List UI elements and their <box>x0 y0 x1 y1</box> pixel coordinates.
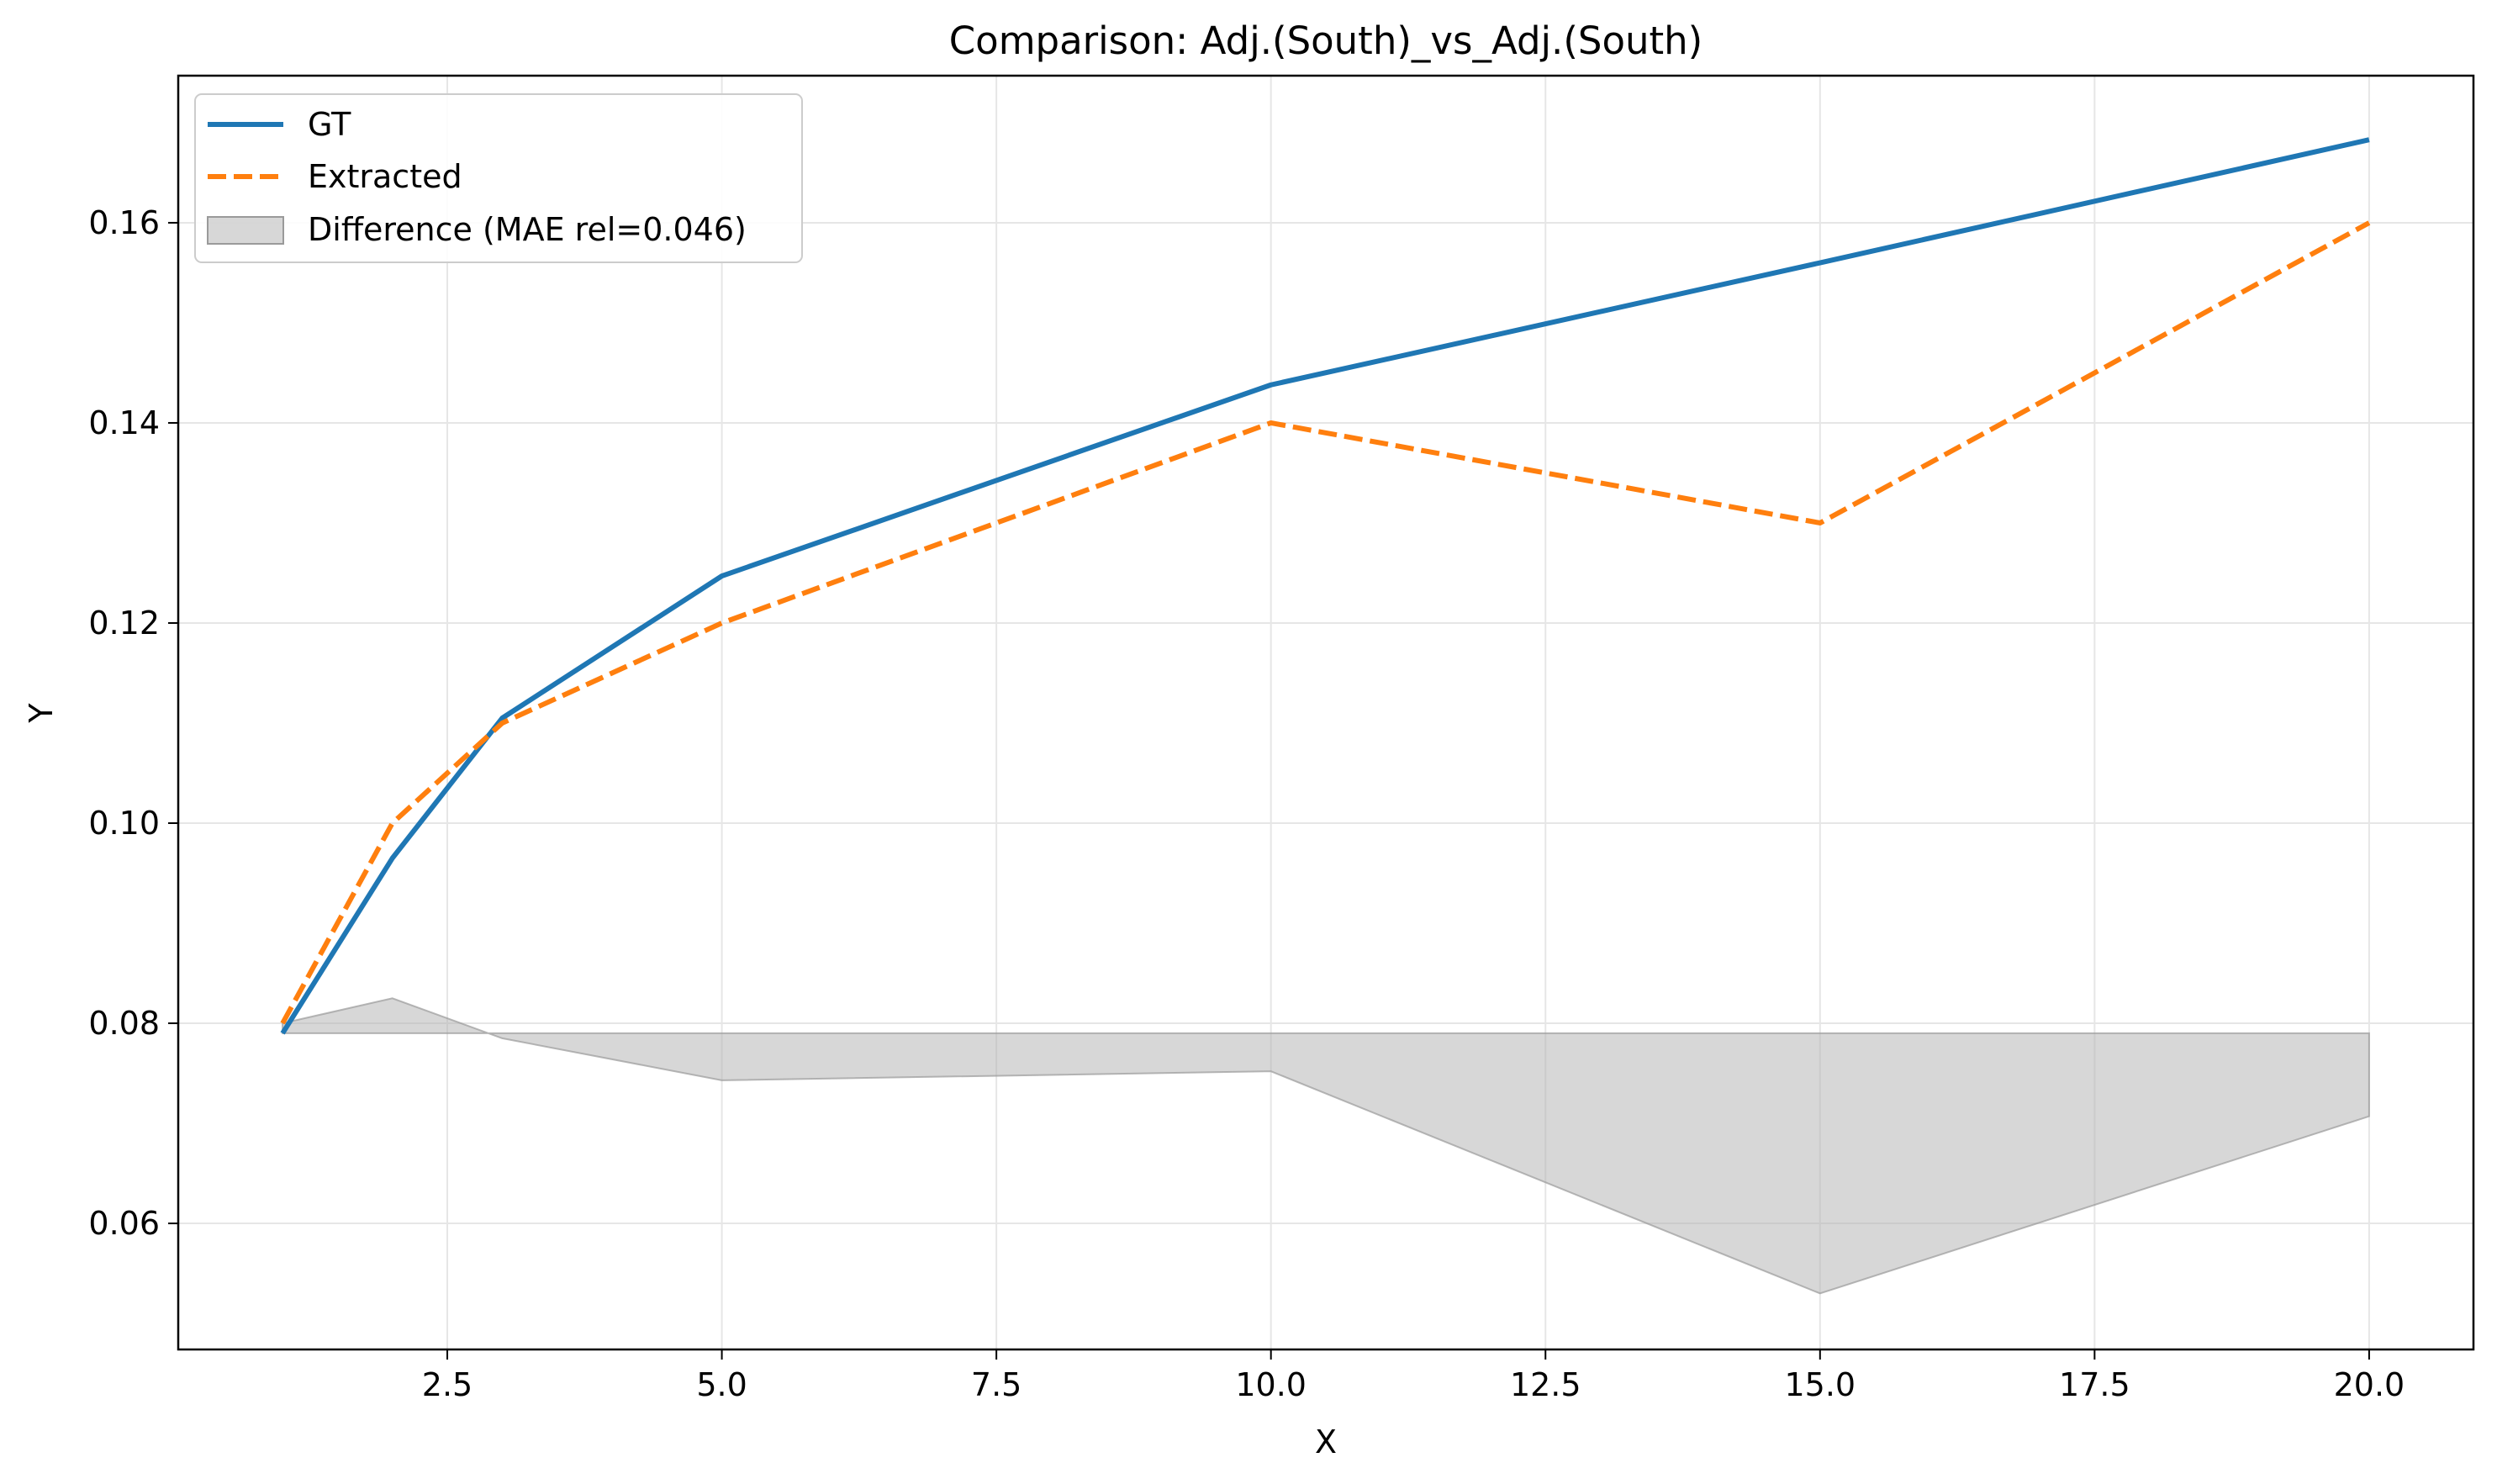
y-tick-label: 0.14 <box>88 404 160 441</box>
grid <box>178 76 2473 1349</box>
y-tick-label: 0.12 <box>88 605 160 642</box>
legend-difference-swatch <box>207 216 284 245</box>
plot-frame <box>177 74 2475 1351</box>
series-line-extracted <box>280 220 2371 1025</box>
x-tick-label: 17.5 <box>2059 1366 2130 1403</box>
y-tick-label: 0.10 <box>88 805 160 842</box>
series-line-gt <box>280 137 2370 1035</box>
y-axis-label: Y <box>23 703 60 724</box>
legend-gt-label: GT <box>308 106 351 143</box>
x-tick-label: 2.5 <box>422 1366 472 1403</box>
legend-difference-label: Difference (MAE rel=0.046) <box>308 211 747 248</box>
y-tick-label: 0.16 <box>88 204 160 241</box>
x-tick-label: 10.0 <box>1235 1366 1307 1403</box>
x-axis-label: X <box>1315 1423 1337 1460</box>
y-tick-label: 0.06 <box>88 1205 160 1242</box>
chart-title: Comparison: Adj.(South)_vs_Adj.(South) <box>949 18 1702 63</box>
difference-area <box>282 997 2370 1295</box>
x-tick-label: 12.5 <box>1510 1366 1581 1403</box>
x-tick-label: 5.0 <box>696 1366 747 1403</box>
series-lines <box>280 137 2371 1035</box>
difference-fill <box>282 997 2370 1295</box>
legend-box <box>194 93 803 263</box>
legend-extracted-label: Extracted <box>308 158 462 195</box>
x-tick-label: 7.5 <box>971 1366 1022 1403</box>
y-tick-label: 0.08 <box>88 1005 160 1042</box>
axis-ticks: 2.5 5.0 7.5 10.0 12.5 15.0 17.5 20.0 0.06 0.08 0.1… <box>88 204 2405 1403</box>
x-tick-label: 20.0 <box>2334 1366 2405 1403</box>
x-tick-label: 15.0 <box>1784 1366 1856 1403</box>
legend: GT Extracted Difference (MAE rel=0.046) <box>194 93 803 263</box>
